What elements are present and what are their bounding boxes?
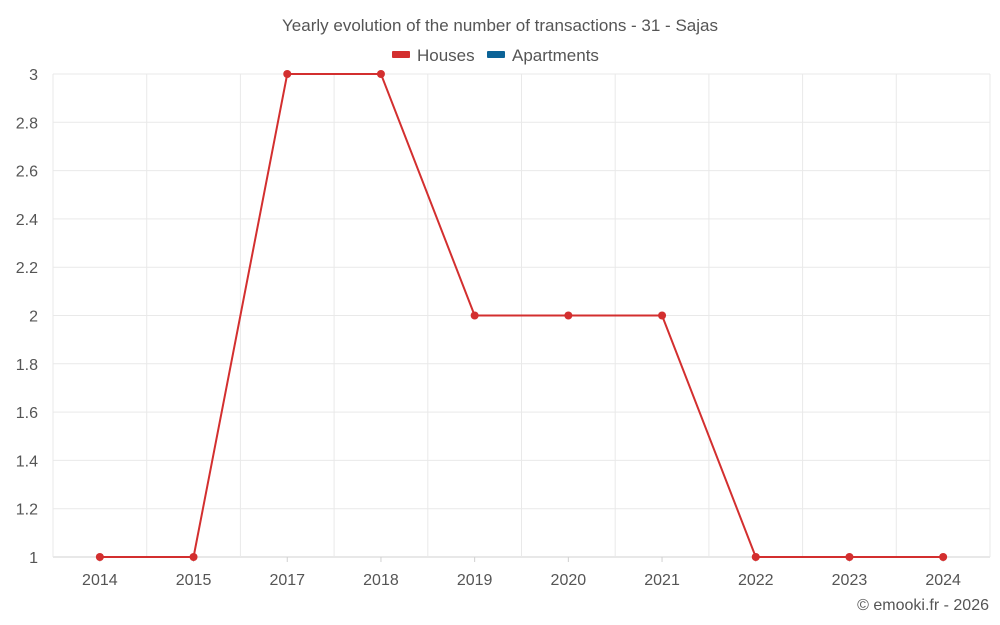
legend-swatch-houses <box>392 51 410 58</box>
y-tick-label: 3 <box>29 67 38 84</box>
x-tick-label: 2017 <box>269 572 305 589</box>
credit-text: © emooki.fr - 2026 <box>857 597 989 614</box>
data-point-houses[interactable] <box>658 311 667 320</box>
y-tick-label: 2.4 <box>16 212 38 229</box>
data-point-houses[interactable] <box>95 553 104 561</box>
data-point-houses[interactable] <box>283 70 292 78</box>
y-axis-ticks: 1 1.2 1.4 1.6 1.8 2 2.2 2.4 2.6 2.8 3 <box>16 67 38 567</box>
y-tick-label: 1.6 <box>16 405 38 422</box>
data-point-houses[interactable] <box>751 553 760 561</box>
x-axis-ticks: 2014 2015 2017 2018 2019 2020 2021 2022 2023 2024 <box>82 557 961 589</box>
x-tick-label: 2015 <box>176 572 212 589</box>
series-houses <box>95 70 948 561</box>
x-tick-label: 2022 <box>738 572 774 589</box>
x-tick-label: 2014 <box>82 572 118 589</box>
legend-label-houses: Houses <box>417 46 475 65</box>
data-point-houses[interactable] <box>845 553 854 561</box>
x-tick-label: 2023 <box>832 572 868 589</box>
y-tick-label: 2.6 <box>16 164 38 181</box>
legend: Houses Apartments <box>392 46 599 65</box>
legend-item-houses[interactable]: Houses <box>392 46 475 65</box>
x-tick-label: 2021 <box>644 572 680 589</box>
y-tick-label: 1.8 <box>16 357 38 374</box>
y-tick-label: 2 <box>29 309 38 326</box>
data-point-houses[interactable] <box>189 553 198 561</box>
data-point-houses[interactable] <box>564 311 573 320</box>
y-tick-label: 1 <box>29 550 38 567</box>
legend-item-apartments[interactable]: Apartments <box>487 46 599 65</box>
x-tick-label: 2019 <box>457 572 493 589</box>
x-tick-label: 2020 <box>551 572 587 589</box>
series-line-houses <box>99 73 944 558</box>
x-tick-label: 2018 <box>363 572 399 589</box>
legend-swatch-apartments <box>487 51 505 58</box>
y-tick-label: 1.4 <box>16 453 38 470</box>
data-point-houses[interactable] <box>470 311 479 320</box>
y-tick-label: 2.8 <box>16 115 38 132</box>
legend-label-apartments: Apartments <box>512 46 599 65</box>
data-point-houses[interactable] <box>376 70 385 78</box>
y-tick-label: 2.2 <box>16 260 38 277</box>
y-tick-label: 1.2 <box>16 502 38 519</box>
x-tick-label: 2024 <box>925 572 961 589</box>
chart-title: Yearly evolution of the number of transa… <box>282 16 718 35</box>
data-point-houses[interactable] <box>939 553 948 561</box>
